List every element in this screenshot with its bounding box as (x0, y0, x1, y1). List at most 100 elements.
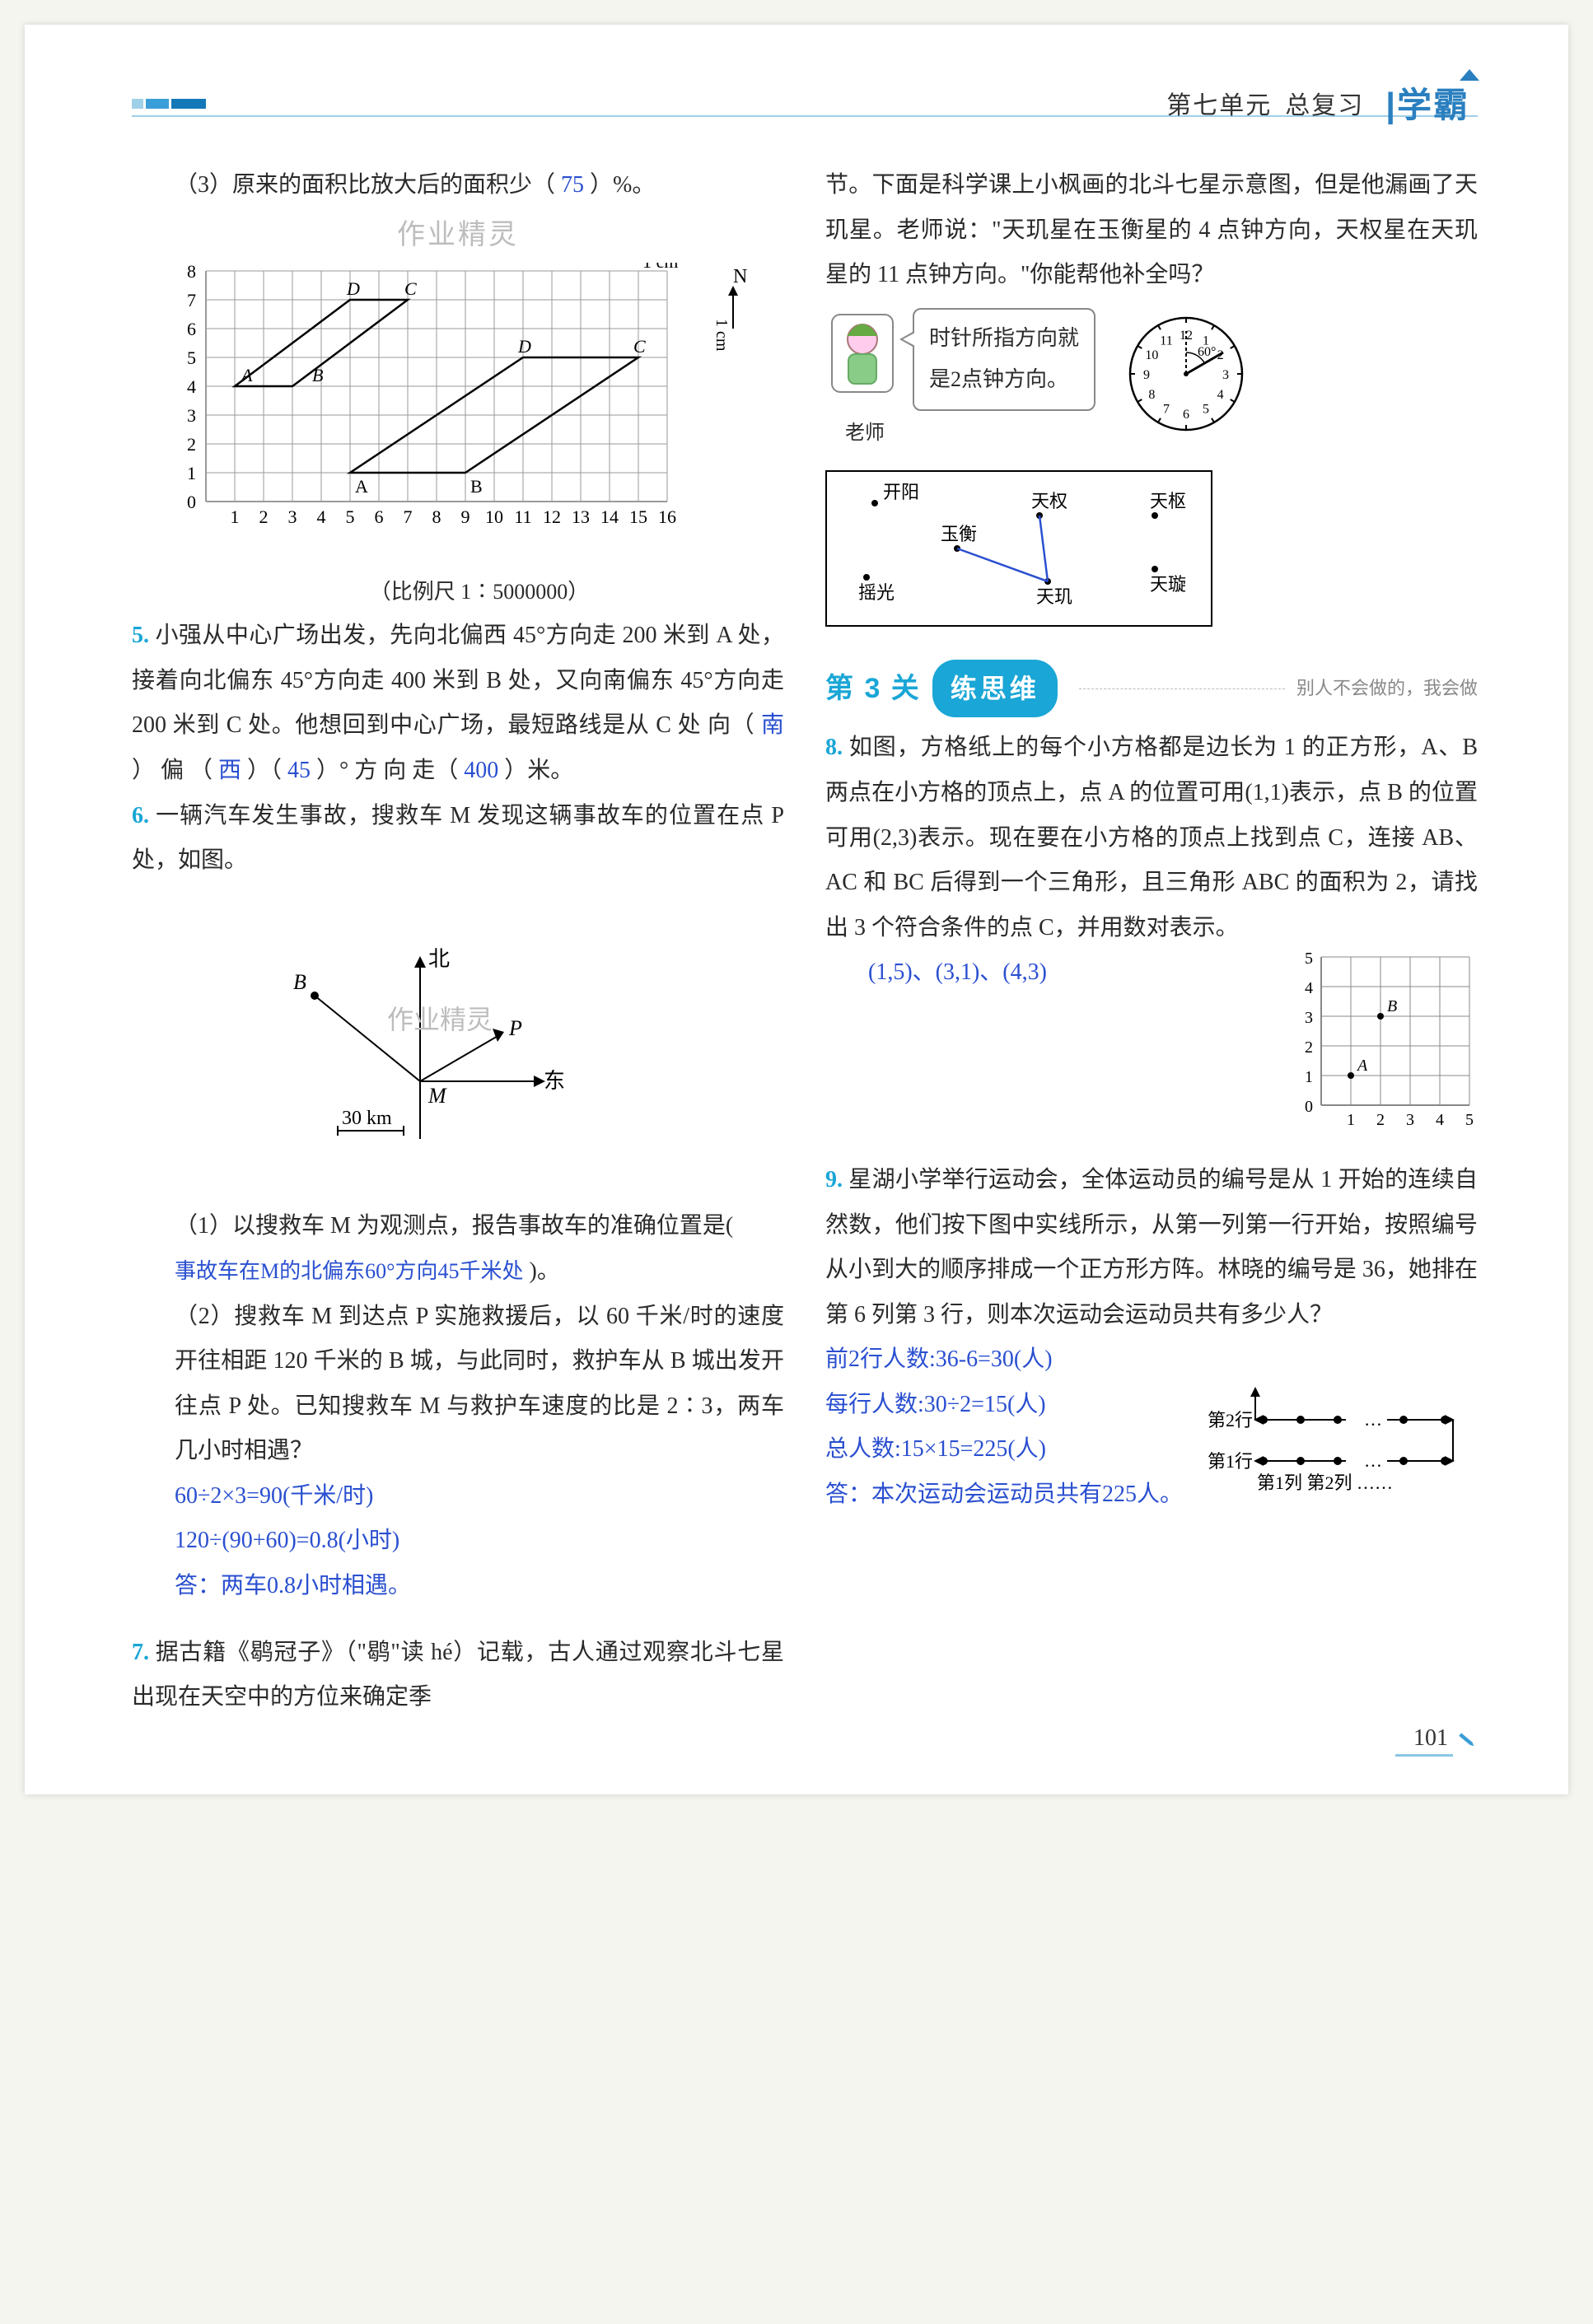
svg-text:9: 9 (1143, 368, 1150, 382)
q5: 5. 小强从中心广场出发，先向北偏西 45°方向走 200 米到 A 处，接着向… (132, 614, 784, 793)
q5-a4: 400 (464, 758, 498, 783)
q9-w1: 前2行人数:36-6=30(人) (825, 1337, 1189, 1383)
q8-num: 8. (825, 735, 843, 760)
q6-sub1: （1）以搜救车 M 为观测点，报告事故车的准确位置是( 事故车在M的北偏东60°… (132, 1204, 784, 1294)
svg-text:7: 7 (404, 506, 413, 527)
pencil-icon (1455, 1727, 1480, 1752)
svg-text:摇光: 摇光 (858, 582, 895, 603)
svg-text:D: D (517, 336, 531, 357)
section-pill: 练思维 (932, 660, 1058, 717)
section-label: 第 3 关 (825, 661, 921, 716)
right-column: 节。下面是科学课上小枫画的北斗七星示意图，但是他漏画了天玑星。老师说："天玑星在… (825, 163, 1478, 1720)
svg-text:5: 5 (1203, 402, 1209, 416)
speech-bubble: 时针所指方向就 是2点钟方向。 (913, 308, 1095, 411)
direction-figure: 北东PB作业精灵M30 km (206, 892, 784, 1197)
grid-figure-real: 876543210123456789101112131415161 cmN1 c… (165, 263, 784, 567)
svg-text:5: 5 (346, 506, 355, 527)
svg-text:7: 7 (187, 290, 196, 310)
svg-text:B: B (1387, 997, 1397, 1015)
svg-text:7: 7 (1163, 402, 1170, 416)
svg-text:开阳: 开阳 (883, 482, 919, 502)
svg-text:A: A (1356, 1057, 1368, 1075)
q3-line: （3）原来的面积比放大后的面积少（ 75 ）%。 (132, 163, 784, 208)
q9-w3: 总人数:15×15=225(人) (825, 1427, 1189, 1472)
svg-text:4: 4 (1436, 1111, 1444, 1129)
svg-text:东: 东 (544, 1069, 565, 1093)
svg-text:12: 12 (543, 506, 561, 527)
svg-text:1 cm: 1 cm (642, 263, 678, 272)
svg-text:2: 2 (1376, 1111, 1385, 1129)
svg-text:4: 4 (317, 506, 326, 527)
svg-text:第1列 第2列 ……: 第1列 第2列 …… (1257, 1472, 1393, 1493)
svg-text:6: 6 (1183, 408, 1189, 422)
svg-text:N: N (733, 266, 747, 287)
svg-text:天枢: 天枢 (1150, 491, 1186, 511)
svg-text:12: 12 (1180, 329, 1193, 343)
q8-answer: (1,5)、(3,1)、(4,3) (825, 950, 1268, 996)
two-column-layout: （3）原来的面积比放大后的面积少（ 75 ）%。 作业精灵 (132, 163, 1478, 1720)
q9: 9. 星湖小学举行运动会，全体运动员的编号是从 1 开始的连续自然数，他们按下图… (825, 1158, 1478, 1337)
svg-text:8: 8 (1148, 388, 1155, 402)
teacher-label: 老师 (825, 414, 904, 453)
speech-line2: 是2点钟方向。 (929, 359, 1079, 401)
svg-text:第2行: 第2行 (1208, 1410, 1253, 1430)
svg-text:A: A (355, 476, 368, 497)
q7-cont: 节。下面是科学课上小枫画的北斗七星示意图，但是他漏画了天玑星。老师说："天玑星在… (825, 163, 1478, 298)
svg-text:玉衡: 玉衡 (941, 524, 977, 544)
svg-text:0: 0 (1305, 1098, 1313, 1116)
svg-text:3: 3 (187, 405, 196, 426)
svg-text:作业精灵: 作业精灵 (387, 1005, 493, 1034)
svg-text:1: 1 (1305, 1068, 1313, 1086)
speech-line1: 时针所指方向就 (929, 318, 1079, 360)
brand-logo: |学霸 (1377, 77, 1469, 128)
q7-num: 7. (132, 1640, 149, 1665)
svg-text:13: 13 (572, 506, 590, 527)
svg-text:30 km: 30 km (342, 1108, 392, 1129)
svg-text:B: B (293, 970, 306, 994)
svg-text:2: 2 (187, 434, 196, 455)
q6-num: 6. (132, 803, 149, 828)
svg-text:3: 3 (1406, 1111, 1414, 1129)
svg-text:16: 16 (658, 506, 676, 527)
svg-text:…: … (1364, 1409, 1382, 1430)
q5-a2: 西 (218, 758, 241, 783)
svg-text:5: 5 (1305, 950, 1313, 968)
header-sub: 总复习 (1285, 85, 1364, 121)
svg-text:C: C (404, 278, 417, 299)
svg-text:1: 1 (187, 463, 196, 483)
svg-text:天权: 天权 (1031, 491, 1067, 511)
svg-text:天璇: 天璇 (1150, 574, 1186, 595)
svg-text:3: 3 (1305, 1009, 1313, 1027)
svg-text:8: 8 (187, 263, 196, 282)
section-sub: 别人不会做的，我会做 (1296, 671, 1478, 707)
svg-text:14: 14 (600, 506, 619, 527)
svg-text:B: B (312, 365, 323, 385)
q6-sub1-answer: 事故车在M的北偏东60°方向45千米处 (175, 1259, 524, 1283)
svg-text:60°: 60° (1198, 345, 1216, 359)
q6-sub2: （2）搜救车 M 到达点 P 实施救援后，以 60 千米/时的速度开往相距 12… (132, 1295, 784, 1474)
q8: 8. 如图，方格纸上的每个小方格都是边长为 1 的正方形，A、B 两点在小方格的… (825, 726, 1478, 950)
svg-text:北: 北 (428, 947, 450, 971)
svg-text:2: 2 (259, 506, 269, 527)
clock-figure: 12123456789101160° (1120, 308, 1260, 464)
svg-text:4: 4 (187, 376, 196, 397)
svg-text:8: 8 (432, 506, 441, 527)
teacher-speech-row: 老师 时针所指方向就 是2点钟方向。 12123456789101160° (825, 308, 1478, 464)
teacher-avatar: 老师 (825, 308, 904, 453)
q3-answer: 75 (561, 172, 584, 198)
page-number: 101 (1395, 1725, 1453, 1757)
svg-text:4: 4 (1217, 388, 1224, 402)
q9-w4: 答：本次运动会运动员共有225人。 (825, 1472, 1189, 1518)
header-stripe (132, 99, 206, 109)
q6: 6. 一辆汽车发生事故，搜救车 M 发现这辆事故车的位置在点 P 处，如图。 (132, 794, 784, 884)
svg-text:A: A (240, 365, 253, 385)
page: 第七单元 总复习 |学霸 （3）原来的面积比放大后的面积少（ 75 ）%。 作业… (25, 25, 1568, 1794)
svg-text:3: 3 (288, 506, 297, 527)
q9-w2: 每行人数:30÷2=15(人) (825, 1383, 1189, 1428)
svg-text:3: 3 (1222, 368, 1229, 382)
q6-work3: 答：两车0.8小时相遇。 (132, 1564, 784, 1609)
svg-text:P: P (508, 1016, 522, 1040)
q7: 7. 据古籍《鹖冠子》（"鹖"读 hé）记载，古人通过观察北斗七星出现在天空中的… (132, 1631, 784, 1720)
svg-text:5: 5 (1465, 1111, 1474, 1129)
q8-grid-figure: 12345012345AB (1293, 950, 1478, 1150)
